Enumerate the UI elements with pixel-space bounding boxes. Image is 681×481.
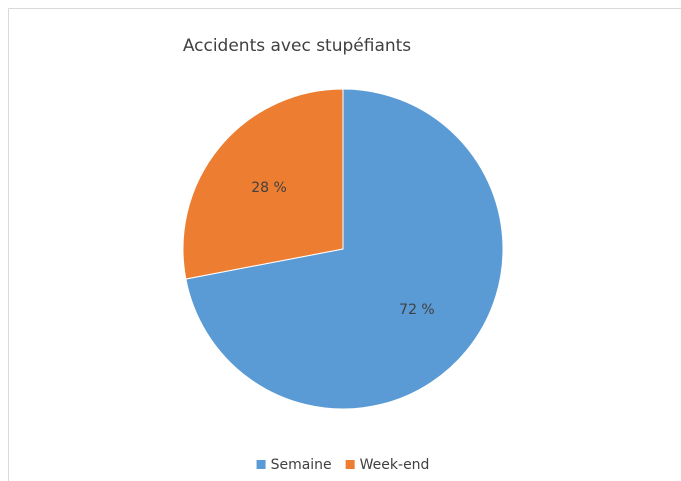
- chart-title: Accidents avec stupéfiants: [183, 36, 411, 56]
- data-label: 28 %: [251, 180, 287, 196]
- pie-slice: [185, 88, 504, 410]
- data-label: 72 %: [399, 302, 435, 318]
- legend-swatch: [256, 460, 266, 469]
- pie-slice: [182, 88, 344, 280]
- legend-label: Semaine: [271, 457, 332, 473]
- legend-label: Week-end: [360, 457, 430, 473]
- legend-swatch: [345, 460, 355, 469]
